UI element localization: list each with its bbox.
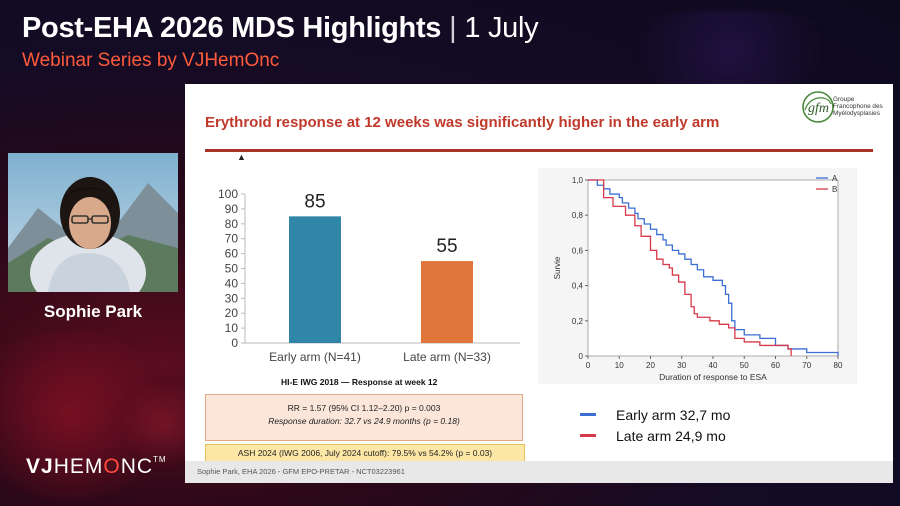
background-cell-glow (600, 10, 860, 90)
gfm-line: Myélodysplasies (833, 110, 880, 118)
gfm-line: Francophone des (833, 103, 883, 111)
page-subtitle: Webinar Series by VJHemOnc (22, 50, 280, 71)
x-tick-label: 70 (802, 361, 811, 370)
x-tick-label: 30 (677, 361, 686, 370)
title-separator: | (449, 12, 457, 44)
y-tick-label: 50 (225, 262, 239, 276)
logo-o: O (103, 455, 121, 478)
x-tick-label: 10 (615, 361, 624, 370)
logo-suffix: NC (120, 455, 154, 478)
logo-text: HEM (53, 455, 104, 478)
km-legend: Early arm 32,7 mo Late arm 24,9 mo (580, 404, 730, 446)
stats-line-rr: RR = 1.57 (95% CI 1.12–2.20) p = 0.003 (287, 403, 441, 413)
km-legend-label: B (832, 185, 837, 194)
x-tick-label: 40 (709, 361, 718, 370)
speaker-video-frame (8, 153, 178, 292)
km-series-line (588, 179, 839, 356)
y-tick-label: 0 (231, 336, 238, 350)
gfm-logo: gfm (802, 91, 834, 123)
stats-line-duration: Response duration: 32.7 vs 24.9 months (… (268, 416, 460, 426)
x-tick-label: 60 (771, 361, 780, 370)
y-tick-label: 90 (225, 202, 239, 216)
y-axis-label: Survie (553, 256, 562, 279)
km-series-line (588, 179, 792, 356)
gfm-initials: gfm (808, 101, 829, 116)
x-category-label: Early arm (N=41) (269, 350, 361, 364)
vjhemonc-logo: VJHEMONCTM (26, 455, 167, 479)
title-divider (205, 149, 873, 152)
x-tick-label: 20 (646, 361, 655, 370)
slide-title: Erythroid response at 12 weeks was signi… (205, 114, 720, 131)
y-tick-label: 0,6 (572, 246, 584, 255)
legend-item: Early arm 32,7 mo (580, 404, 730, 425)
page-title: Post-EHA 2026 MDS Highlights | 1 July (22, 12, 539, 45)
legend-swatch (580, 413, 596, 416)
bar (421, 261, 473, 343)
gfm-logo-text: Groupe Francophone des Myélodysplasies (833, 96, 883, 118)
legend-label: Early arm 32,7 mo (616, 406, 731, 423)
km-chart-panel: 0 0,2 0,4 0,6 0,8 1,0 0 10 20 30 40 50 60 70 80 Duratio… (538, 168, 857, 384)
gfm-line: Groupe (833, 96, 855, 103)
x-axis-label: Duration of response to ESA (659, 372, 767, 382)
y-tick-label: 70 (225, 232, 239, 246)
slide-footer: Sophie Park, EHA 2026 - GFM EPO-PRETAR -… (185, 461, 893, 483)
y-tick-label: 60 (225, 247, 239, 261)
legend-swatch (580, 434, 596, 437)
y-tick-label: 80 (225, 217, 239, 231)
chart-caption: HI-E IWG 2018 — Response at week 12 (281, 377, 438, 387)
speaker-name: Sophie Park (43, 302, 143, 321)
background-cell-glow (0, 330, 180, 500)
km-survival-chart: 0 0,2 0,4 0,6 0,8 1,0 0 10 20 30 40 50 60 70 80 Duratio… (553, 174, 843, 382)
y-tick-label: 40 (225, 276, 239, 290)
plot-area (587, 179, 839, 357)
stats-box: RR = 1.57 (95% CI 1.12–2.20) p = 0.003 R… (205, 394, 523, 441)
y-tick-label: 1,0 (572, 176, 584, 185)
x-tick-label: 0 (586, 361, 591, 370)
bar-value-label: 55 (436, 236, 457, 257)
y-tick-label: 10 (225, 321, 239, 335)
presentation-slide: Erythroid response at 12 weeks was signi… (185, 84, 893, 483)
logo-prefix: VJ (26, 455, 54, 478)
y-tick-label: 100 (218, 187, 238, 201)
title-text: Post-EHA 2026 MDS Highlights (22, 12, 442, 44)
km-legend-label: A (832, 174, 838, 183)
x-tick-label: 80 (834, 361, 843, 370)
y-tick-label: 0,4 (572, 282, 584, 291)
y-tick-label: 20 (225, 306, 239, 320)
y-tick-label: 0 (579, 352, 584, 361)
legend-item: Late arm 24,9 mo (580, 425, 730, 446)
y-tick-label: 30 (225, 291, 239, 305)
speaker-video (8, 153, 178, 292)
logo-trademark: TM (153, 455, 167, 464)
ash-box: ASH 2024 (IWG 2006, July 2024 cutoff): 7… (205, 444, 525, 462)
x-tick-label: 50 (740, 361, 749, 370)
x-category-label: Late arm (N=33) (403, 350, 491, 364)
legend-label: Late arm 24,9 mo (616, 427, 726, 444)
marker-triangle-icon: ▲ (237, 152, 246, 162)
bar (289, 216, 341, 343)
bar-value-label: 85 (304, 191, 325, 212)
y-tick-label: 0,8 (572, 211, 584, 220)
y-tick-label: 0,2 (572, 317, 584, 326)
title-date: 1 July (464, 12, 539, 44)
